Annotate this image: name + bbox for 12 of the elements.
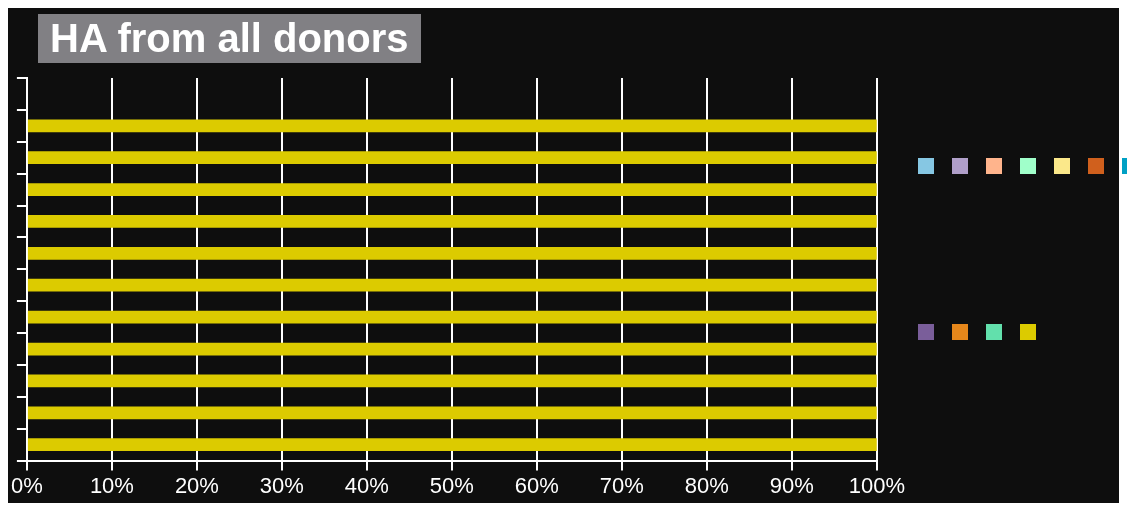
x-tick-label: 100%: [848, 472, 906, 498]
x-tick-label: 50%: [429, 472, 474, 498]
x-tick-label: 20%: [174, 472, 219, 498]
x-tick-label: 40%: [344, 472, 389, 498]
x-tick-label: 80%: [684, 472, 729, 498]
x-tick-label: 0%: [11, 472, 43, 498]
x-tick-label: 10%: [89, 472, 134, 498]
x-tick-label: 90%: [769, 472, 814, 498]
x-tick-label: 70%: [599, 472, 644, 498]
x-tick-label: 30%: [259, 472, 304, 498]
chart-title: HA from all donors: [38, 13, 421, 63]
x-tick-label: 60%: [514, 472, 559, 498]
